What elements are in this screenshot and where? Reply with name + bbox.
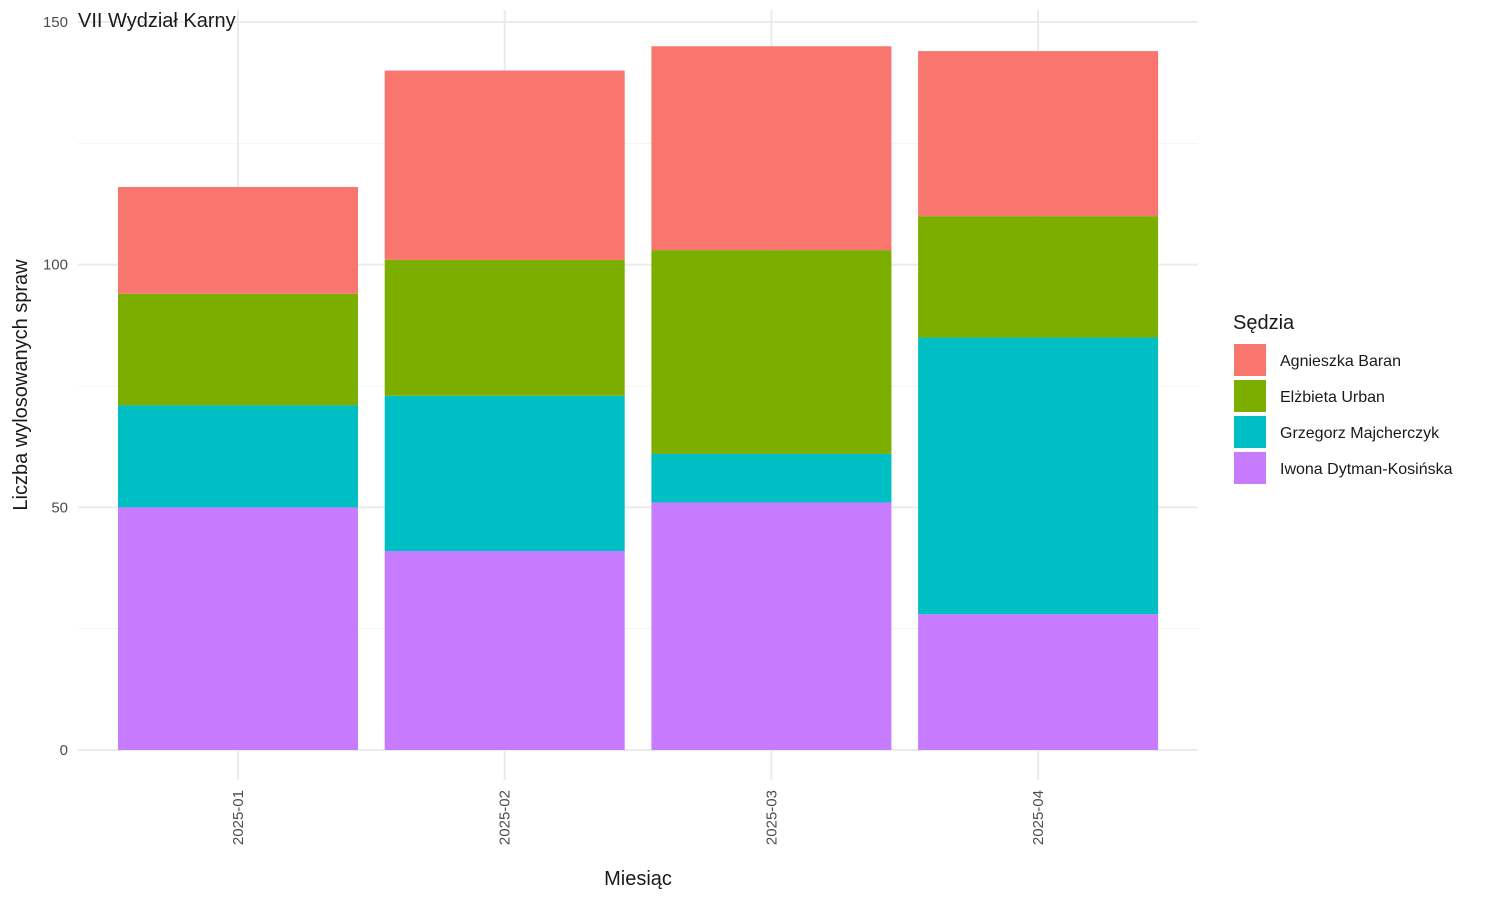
bar-segment xyxy=(918,614,1159,750)
legend-label: Iwona Dytman-Kosińska xyxy=(1280,461,1453,478)
y-tick-label: 100 xyxy=(43,257,68,274)
x-axis-ticks: 2025-01 2025-02 2025-03 2025-04 xyxy=(230,790,1047,845)
bar-segment xyxy=(918,51,1159,217)
bar-segment xyxy=(118,293,358,406)
y-tick-label: 0 xyxy=(60,742,68,759)
legend-label: Agnieszka Baran xyxy=(1280,353,1401,370)
bar-segment xyxy=(384,70,625,260)
x-tick-label: 2025-04 xyxy=(1030,790,1047,845)
legend-swatch xyxy=(1234,380,1266,412)
bar-segment xyxy=(118,405,358,508)
legend: Sędzia Agnieszka Baran Elżbieta Urban Grze… xyxy=(1233,312,1453,484)
legend-label: Grzegorz Majcherczyk xyxy=(1280,425,1440,442)
x-tick-label: 2025-02 xyxy=(497,790,514,845)
legend-swatch xyxy=(1234,452,1266,484)
y-axis-ticks: 0 50 100 150 xyxy=(43,14,68,759)
x-tick-label: 2025-01 xyxy=(230,790,247,845)
chart-title: VII Wydział Karny xyxy=(78,10,236,32)
bar-segment xyxy=(651,453,892,503)
legend-swatch xyxy=(1234,344,1266,376)
bar-segment xyxy=(384,395,625,552)
bar-segment xyxy=(651,502,892,750)
bar-segment xyxy=(118,507,358,750)
x-tick-label: 2025-03 xyxy=(763,790,780,845)
legend-items: Agnieszka Baran Elżbieta Urban Grzegorz Ma… xyxy=(1234,344,1453,484)
y-tick-label: 150 xyxy=(43,14,68,31)
bar-segment xyxy=(651,46,892,251)
bar-segment xyxy=(918,216,1159,338)
legend-label: Elżbieta Urban xyxy=(1280,389,1385,406)
bar-segment xyxy=(384,259,625,396)
x-axis-title: Miesiąc xyxy=(604,868,672,890)
bar-segment xyxy=(384,551,625,750)
y-axis-title: Liczba wylosowanych spraw xyxy=(10,259,32,511)
y-tick-label: 50 xyxy=(51,499,68,516)
bars xyxy=(118,46,1159,750)
bar-segment xyxy=(118,187,358,294)
bar-segment xyxy=(651,250,892,454)
legend-swatch xyxy=(1234,416,1266,448)
bar-segment xyxy=(918,337,1159,615)
legend-title: Sędzia xyxy=(1233,312,1295,334)
